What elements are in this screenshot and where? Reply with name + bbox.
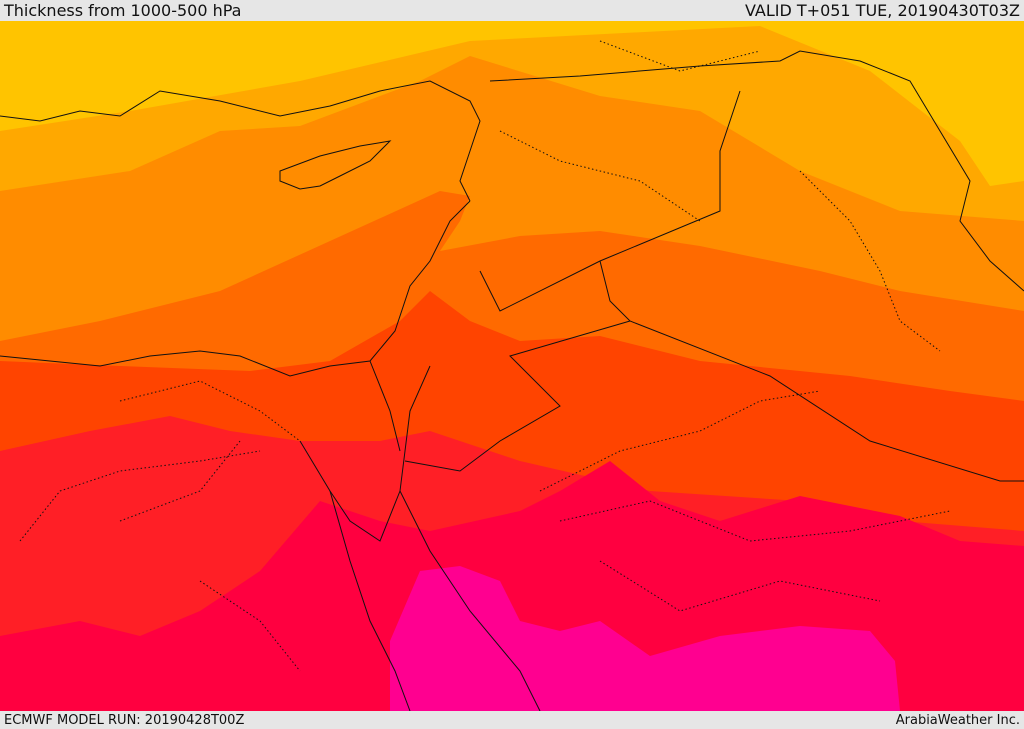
credit-label: ArabiaWeather Inc. xyxy=(895,712,1020,728)
jordan-iraq-border xyxy=(489,50,1024,292)
footer-bar: ECMWF MODEL RUN: 20190428T00Z ArabiaWeat… xyxy=(0,711,1024,729)
thickness-map xyxy=(0,21,1024,711)
egypt-israel-border xyxy=(369,360,401,452)
internal-boundary-7 xyxy=(799,170,941,352)
syria-iraq-border xyxy=(479,90,741,312)
saudi-jordan-line xyxy=(404,320,631,472)
band-8 xyxy=(390,566,900,711)
header-bar: Thickness from 1000-500 hPa VALID T+051 … xyxy=(0,0,1024,21)
levant-coast xyxy=(0,200,471,377)
model-run-label: ECMWF MODEL RUN: 20190428T00Z xyxy=(4,712,245,728)
map-title: Thickness from 1000-500 hPa xyxy=(4,1,242,20)
internal-boundary-10 xyxy=(199,580,301,672)
internal-boundary-1 xyxy=(19,450,261,542)
valid-time-label: VALID T+051 TUE, 20190430T03Z xyxy=(744,1,1020,20)
redsea-west-coast xyxy=(329,490,411,711)
internal-boundary-2 xyxy=(119,440,241,522)
internal-boundary-9 xyxy=(119,380,301,442)
internal-boundary-4 xyxy=(559,500,951,542)
coastline-north xyxy=(0,80,481,202)
internal-boundary-8 xyxy=(599,40,761,72)
internal-boundary-6 xyxy=(499,130,701,222)
cyprus-outline xyxy=(279,140,392,190)
jordan-saudi-border xyxy=(599,260,1024,482)
sinai-redsea-coast xyxy=(299,365,431,542)
redsea-east-coast xyxy=(399,490,541,711)
